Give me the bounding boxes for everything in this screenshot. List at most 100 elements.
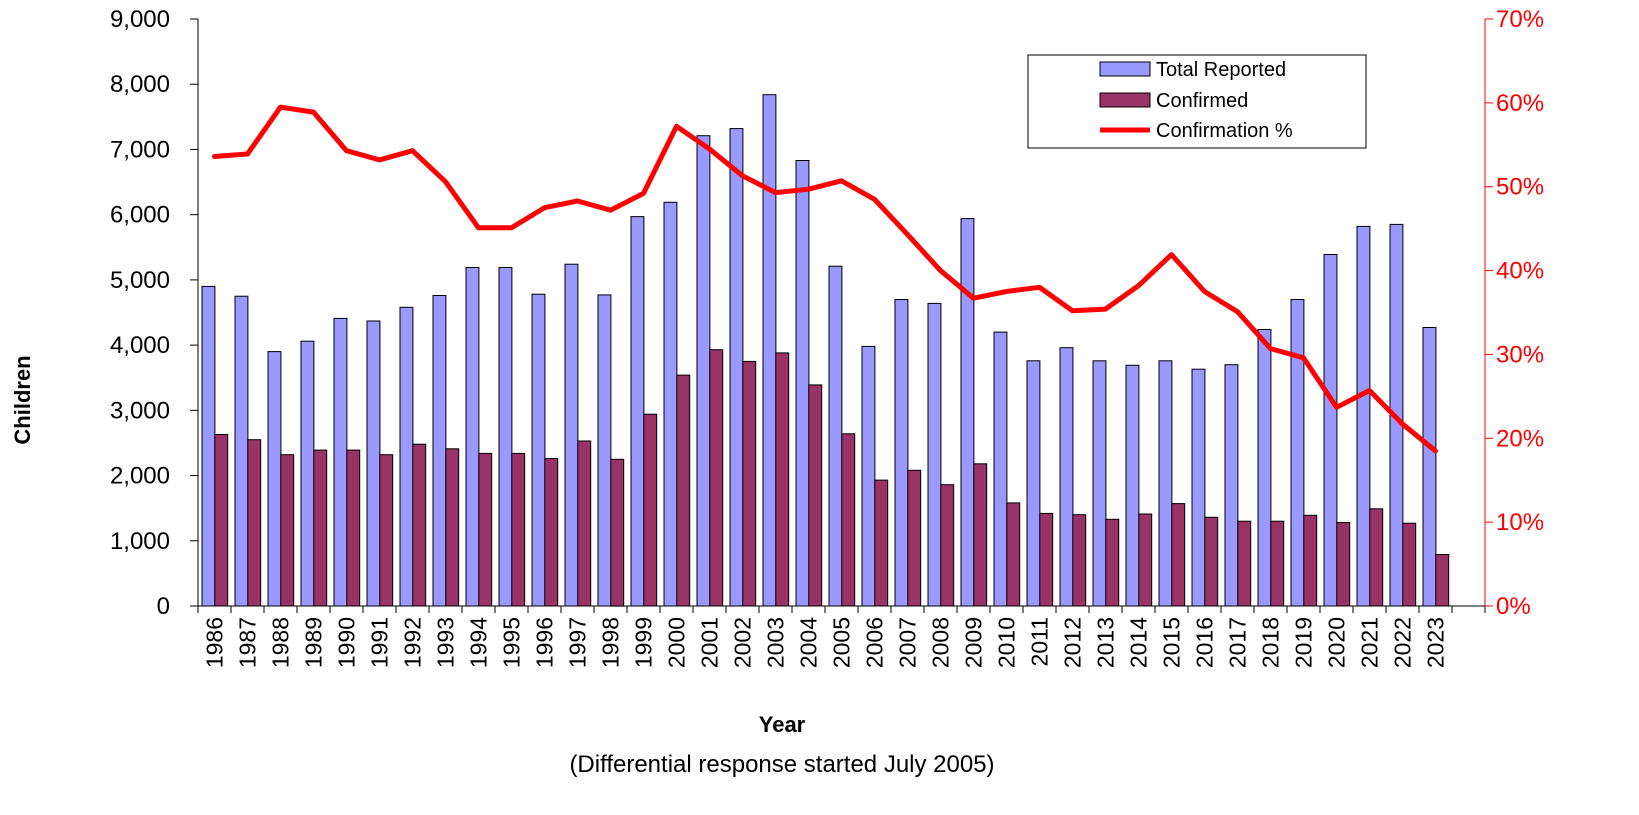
bar-total-reported-2013 bbox=[1092, 360, 1107, 607]
bar-total-reported-1997 bbox=[564, 263, 579, 607]
x-tick-label: 2015 bbox=[1159, 617, 1185, 668]
bar-confirmed-2007 bbox=[907, 469, 922, 607]
x-tick-label: 2014 bbox=[1126, 617, 1152, 668]
bar-total-reported-1990 bbox=[333, 317, 348, 607]
bar-total-reported-1987 bbox=[234, 295, 249, 607]
bar-confirmed-1991 bbox=[379, 454, 394, 607]
x-tick-label: 1986 bbox=[202, 617, 228, 668]
x-tick-label: 1989 bbox=[301, 617, 327, 668]
x-tick-label: 2019 bbox=[1291, 617, 1317, 668]
x-axis-ticks: 1986 1987 1988 1989 1990 1991 1992 1993 1994 1995… bbox=[202, 617, 1449, 668]
x-tick-label: 1993 bbox=[433, 617, 459, 668]
confirmation-pct-line bbox=[212, 104, 1438, 454]
bar-confirmed-2004 bbox=[808, 384, 823, 607]
x-tick-label: 2022 bbox=[1390, 617, 1416, 668]
bar-confirmed-1998 bbox=[610, 458, 625, 607]
bar-total-reported-1993 bbox=[432, 295, 447, 607]
bar-total-reported-2009 bbox=[960, 218, 975, 607]
right-axis-ticks: 0% 10% 20% 30% 40% 50% 60% 70% bbox=[1496, 6, 1544, 620]
bar-total-reported-2016 bbox=[1191, 368, 1206, 607]
bar-total-reported-1996 bbox=[531, 293, 546, 607]
y2-tick-label: 20% bbox=[1496, 425, 1544, 452]
x-tick-label: 2003 bbox=[763, 617, 789, 668]
y-axis-title: Children bbox=[10, 355, 35, 444]
x-tick-label: 2000 bbox=[664, 617, 690, 668]
x-tick-label: 2012 bbox=[1060, 617, 1086, 668]
bar-confirmed-1990 bbox=[346, 449, 361, 607]
bar-confirmed-1994 bbox=[478, 452, 493, 607]
x-tick-label: 1996 bbox=[532, 617, 558, 668]
bar-total-reported-2006 bbox=[861, 345, 876, 607]
bar-total-reported-1995 bbox=[498, 267, 513, 607]
bar-total-reported-2023 bbox=[1422, 327, 1437, 607]
bar-confirmed-2023 bbox=[1435, 554, 1450, 607]
y-tick-label: 9,000 bbox=[110, 6, 170, 33]
bar-total-reported-1991 bbox=[366, 320, 381, 607]
bar-confirmed-1997 bbox=[577, 440, 592, 607]
bar-confirmed-1986 bbox=[214, 434, 229, 607]
total-reported-bars bbox=[201, 94, 1437, 607]
x-tick-label: 2013 bbox=[1093, 617, 1119, 668]
y2-tick-label: 10% bbox=[1496, 509, 1544, 536]
bar-confirmed-2003 bbox=[775, 352, 790, 607]
bar-confirmed-1987 bbox=[247, 439, 262, 607]
x-tick-label: 2009 bbox=[961, 617, 987, 668]
y2-tick-label: 40% bbox=[1496, 258, 1544, 285]
bar-total-reported-2001 bbox=[696, 135, 711, 607]
bar-total-reported-2002 bbox=[729, 128, 744, 607]
x-tick-label: 2011 bbox=[1027, 617, 1053, 666]
legend-label-total-reported: Total Reported bbox=[1156, 59, 1286, 81]
x-tick-label: 2017 bbox=[1225, 617, 1251, 668]
bar-total-reported-2008 bbox=[927, 302, 942, 607]
x-tick-label: 2002 bbox=[730, 617, 756, 668]
x-tick-label: 2023 bbox=[1423, 617, 1449, 668]
bar-total-reported-2015 bbox=[1158, 360, 1173, 607]
x-tick-label: 2006 bbox=[862, 617, 888, 668]
y2-tick-label: 30% bbox=[1496, 341, 1544, 368]
x-tick-label: 1997 bbox=[565, 617, 591, 668]
bar-total-reported-2003 bbox=[762, 94, 777, 607]
x-tick-label: 1998 bbox=[598, 617, 624, 668]
bar-total-reported-2000 bbox=[663, 201, 678, 607]
y-tick-label: 5,000 bbox=[110, 267, 170, 294]
bar-confirmed-2018 bbox=[1270, 520, 1285, 607]
bar-confirmed-2000 bbox=[676, 374, 691, 607]
legend: Total Reported Confirmed Confirmation % bbox=[1027, 54, 1367, 149]
bar-confirmed-2017 bbox=[1237, 520, 1252, 607]
x-tick-label: 1992 bbox=[400, 617, 426, 668]
bar-total-reported-2005 bbox=[828, 265, 843, 607]
bar-confirmed-2014 bbox=[1138, 513, 1153, 607]
bar-confirmed-2013 bbox=[1105, 518, 1120, 607]
bar-total-reported-2019 bbox=[1290, 299, 1305, 607]
bar-confirmed-1993 bbox=[445, 448, 460, 607]
x-tick-label: 2001 bbox=[697, 617, 723, 668]
bar-total-reported-1988 bbox=[267, 351, 282, 607]
x-tick-label: 2016 bbox=[1192, 617, 1218, 668]
bar-confirmed-1995 bbox=[511, 452, 526, 607]
legend-label-confirmation-pct: Confirmation % bbox=[1156, 120, 1293, 142]
y-tick-label: 2,000 bbox=[110, 463, 170, 490]
y-tick-label: 4,000 bbox=[110, 332, 170, 359]
bar-total-reported-2020 bbox=[1323, 254, 1338, 607]
bar-total-reported-1992 bbox=[399, 306, 414, 607]
y-tick-label: 8,000 bbox=[110, 71, 170, 98]
bar-confirmed-2015 bbox=[1171, 503, 1186, 607]
x-axis-title: Year bbox=[759, 712, 806, 737]
bar-total-reported-2004 bbox=[795, 160, 810, 607]
x-tick-label: 1994 bbox=[466, 617, 492, 668]
bar-confirmed-1999 bbox=[643, 413, 658, 607]
bar-confirmed-2010 bbox=[1006, 502, 1021, 607]
y-tick-label: 3,000 bbox=[110, 397, 170, 424]
x-tick-label: 2021 bbox=[1357, 617, 1383, 668]
bar-total-reported-1994 bbox=[465, 267, 480, 607]
bar-total-reported-2021 bbox=[1356, 225, 1371, 607]
bar-confirmed-2011 bbox=[1039, 512, 1054, 607]
bar-confirmed-1996 bbox=[544, 458, 559, 607]
x-axis-subtitle: (Differential response started July 2005… bbox=[569, 751, 994, 778]
bar-total-reported-1998 bbox=[597, 294, 612, 607]
bar-confirmed-2016 bbox=[1204, 516, 1219, 607]
y-tick-label: 6,000 bbox=[110, 202, 170, 229]
x-tick-label: 2010 bbox=[994, 617, 1020, 668]
x-tick-label: 2018 bbox=[1258, 617, 1284, 668]
